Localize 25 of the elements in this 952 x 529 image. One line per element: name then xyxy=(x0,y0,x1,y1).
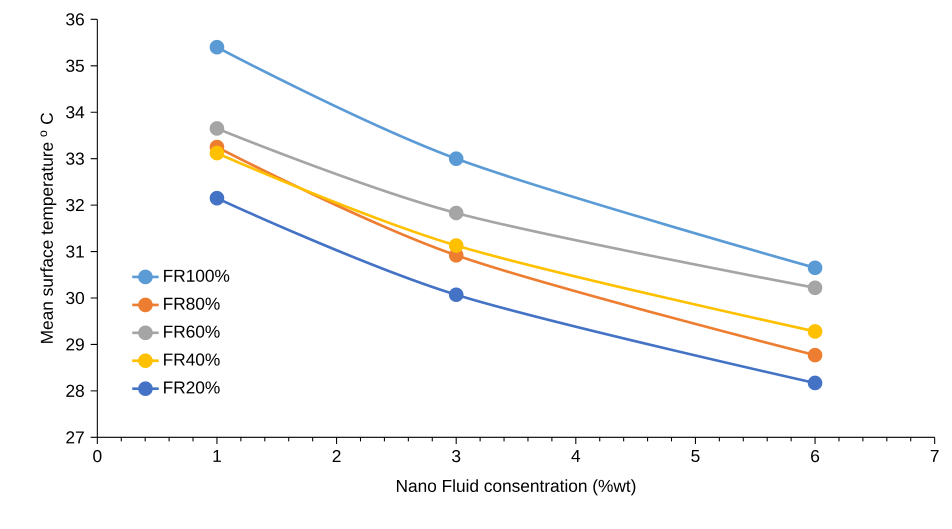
y-tick-label: 34 xyxy=(66,106,84,118)
legend-label: FR80% xyxy=(164,297,220,310)
legend-label: FR60% xyxy=(164,325,220,338)
y-tick-label: 35 xyxy=(66,60,84,72)
x-tick-label: 5 xyxy=(691,450,700,462)
legend-label: FR40% xyxy=(164,353,220,366)
legend-label: FR100% xyxy=(164,269,230,282)
x-tick-label: 6 xyxy=(811,450,820,462)
x-tick-label: 7 xyxy=(930,450,939,462)
y-tick-label: 36 xyxy=(66,13,84,26)
y-tick-label: 29 xyxy=(66,338,84,350)
x-tick-label: 4 xyxy=(571,450,580,462)
y-tick-label: 27 xyxy=(66,431,84,444)
x-tick-label: 3 xyxy=(452,450,460,462)
x-tick-label: 1 xyxy=(213,450,221,462)
legend-label: FR20% xyxy=(164,381,220,394)
y-tick-label: 31 xyxy=(66,245,84,258)
y-tick-label: 30 xyxy=(66,292,84,304)
x-tick-label: 2 xyxy=(332,450,340,462)
x-tick-label: 0 xyxy=(93,450,102,462)
x-axis-title: Nano Fluid consentration (%wt) xyxy=(396,479,636,496)
y-axis-title: Mean surface temperature $^{o}$ C xyxy=(40,112,56,343)
y-tick-label: 28 xyxy=(66,384,84,397)
y-tick-label: 33 xyxy=(66,152,84,165)
y-tick-label: 32 xyxy=(66,198,84,212)
